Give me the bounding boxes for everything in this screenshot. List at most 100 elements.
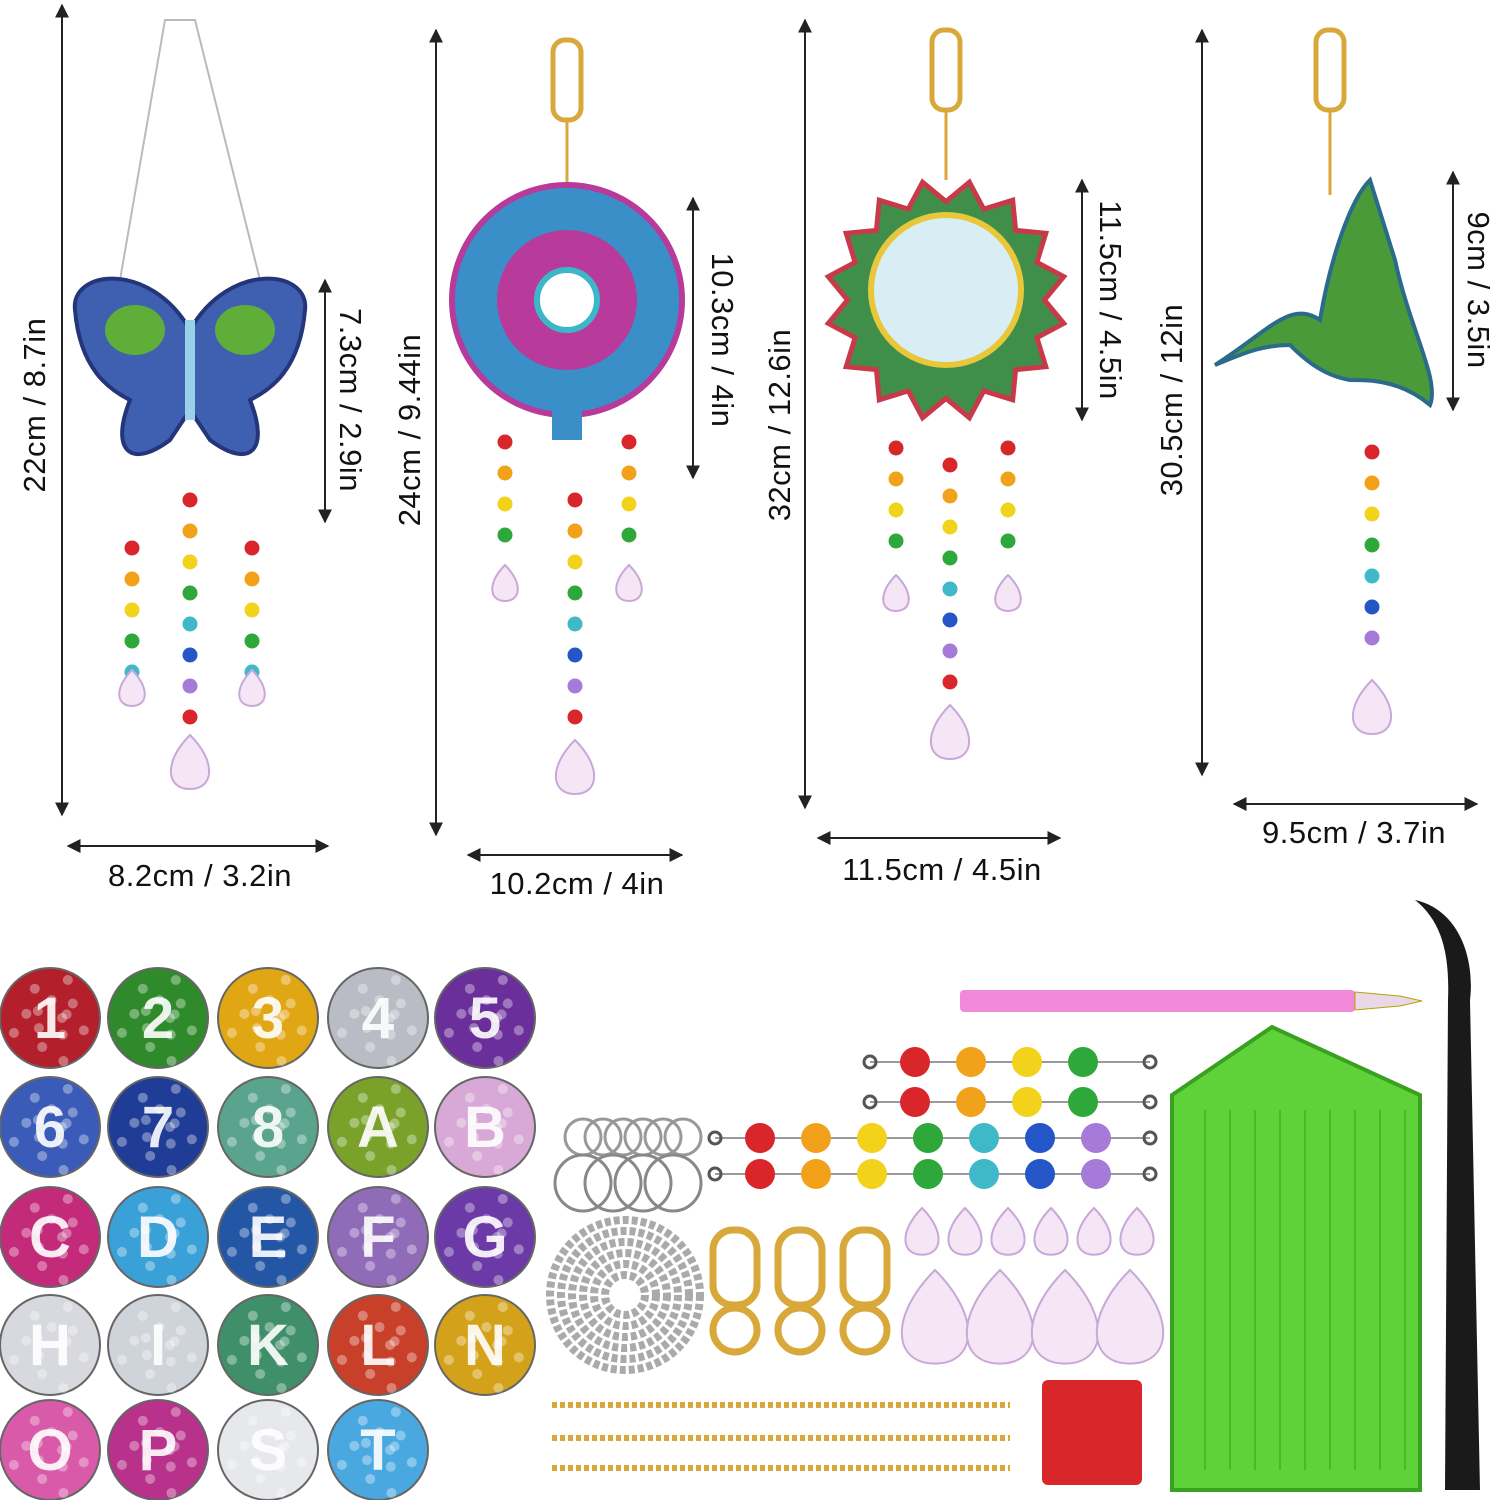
rhinestone — [456, 1008, 467, 1019]
bead — [620, 495, 638, 513]
rhinestone — [497, 1083, 508, 1094]
rhinestone — [116, 1459, 127, 1470]
rhinestone — [61, 1118, 72, 1129]
rhinestone — [46, 1214, 57, 1225]
bead-container — [0, 1399, 101, 1500]
rhinestone — [166, 1487, 177, 1498]
rhinestone — [140, 1332, 151, 1343]
rhinestone — [32, 1224, 43, 1235]
rhinestone — [116, 1136, 127, 1147]
bead — [243, 539, 261, 557]
bead-container — [327, 1076, 429, 1178]
bead-container-label: H — [29, 1313, 71, 1378]
rhinestone — [137, 983, 148, 994]
rhinestone — [365, 1041, 376, 1052]
rhinestone — [395, 1217, 406, 1228]
rhinestone — [170, 1193, 181, 1204]
rhinestone — [186, 1457, 197, 1468]
crystal-pendant — [1119, 1206, 1155, 1256]
width-label: 8.2cm / 3.2in — [108, 858, 292, 893]
bead — [999, 532, 1017, 550]
clasp-ring — [709, 1304, 761, 1356]
acrylic-bead — [913, 1159, 943, 1189]
rhinestone — [61, 1228, 72, 1239]
bead — [887, 501, 905, 519]
rhinestone — [496, 1336, 507, 1347]
acrylic-bead — [1012, 1087, 1042, 1117]
rhinestone — [464, 1310, 475, 1321]
rhinestone — [226, 1136, 237, 1147]
rhinestone — [390, 1083, 401, 1094]
rhinestone — [443, 1354, 454, 1365]
rhinestone — [492, 1013, 502, 1023]
crystal-pendant — [1095, 1268, 1165, 1365]
bead-container-label: 8 — [252, 1095, 284, 1160]
rhinestone — [57, 1340, 67, 1350]
rhinestone — [467, 1005, 478, 1016]
rhinestone — [349, 1008, 360, 1019]
bead — [620, 464, 638, 482]
crystal-pendant — [994, 573, 1022, 613]
bead — [566, 553, 584, 571]
rhinestone — [365, 1260, 376, 1271]
rhinestone — [67, 1217, 78, 1228]
rhinestone — [385, 1122, 395, 1132]
rhinestone — [165, 1445, 175, 1455]
rhinestone — [78, 1457, 89, 1468]
rhinestone — [169, 1336, 180, 1347]
rhinestone — [336, 1136, 347, 1147]
rhinestone — [406, 1134, 417, 1145]
rhinestone — [365, 1473, 376, 1484]
rhinestone — [116, 1246, 127, 1257]
rhinestone — [8, 1246, 19, 1257]
crystal-pendant — [554, 738, 596, 796]
rhinestone — [468, 1350, 479, 1361]
rhinestone — [264, 995, 275, 1006]
rhinestone — [389, 1009, 400, 1020]
rhinestone — [175, 1430, 186, 1441]
rhinestone — [385, 1445, 395, 1455]
rhinestone — [481, 1104, 492, 1115]
rhinestone — [165, 1356, 176, 1367]
bead-container-label: L — [360, 1313, 395, 1378]
rhinestone — [239, 1227, 250, 1238]
bead — [496, 464, 514, 482]
rhinestone — [493, 1055, 504, 1066]
ball-chain-coil — [579, 1249, 671, 1341]
rhinestone — [8, 1354, 19, 1365]
rhinestone — [46, 1104, 57, 1115]
rhinestone — [33, 1350, 44, 1361]
rhinestone — [280, 974, 291, 985]
bead — [941, 549, 959, 567]
rhinestone — [361, 1023, 372, 1034]
rhinestone — [239, 1335, 250, 1346]
bead-container — [217, 967, 319, 1069]
rhinestone — [129, 1117, 140, 1128]
acrylic-bead — [1081, 1123, 1111, 1153]
body-height-label: 10.3cm / 4in — [705, 252, 740, 428]
bead — [887, 439, 905, 457]
bead-container — [434, 1076, 536, 1178]
jump-ring — [583, 1117, 623, 1157]
rhinestone — [21, 1335, 32, 1346]
sun-center — [868, 212, 1024, 368]
split-ring — [553, 1153, 613, 1213]
rhinestone — [275, 1232, 285, 1242]
rhinestone — [361, 1455, 372, 1466]
jump-ring — [623, 1117, 663, 1157]
rhinestone — [251, 1023, 262, 1034]
rhinestone — [357, 1092, 368, 1103]
rhinestone — [374, 1427, 385, 1438]
bead — [181, 584, 199, 602]
rhinestone — [57, 1461, 68, 1472]
rhinestone — [166, 1164, 177, 1175]
acrylic-bead — [969, 1159, 999, 1189]
rhinestone — [443, 1136, 454, 1147]
bead — [496, 433, 514, 451]
rhinestone — [467, 1332, 478, 1343]
rhinestone — [32, 1332, 43, 1343]
rhinestone — [443, 1246, 454, 1257]
rhinestone — [502, 1107, 513, 1118]
rhinestone — [264, 1322, 275, 1333]
total-height-label: 32cm / 12.6in — [762, 328, 797, 522]
